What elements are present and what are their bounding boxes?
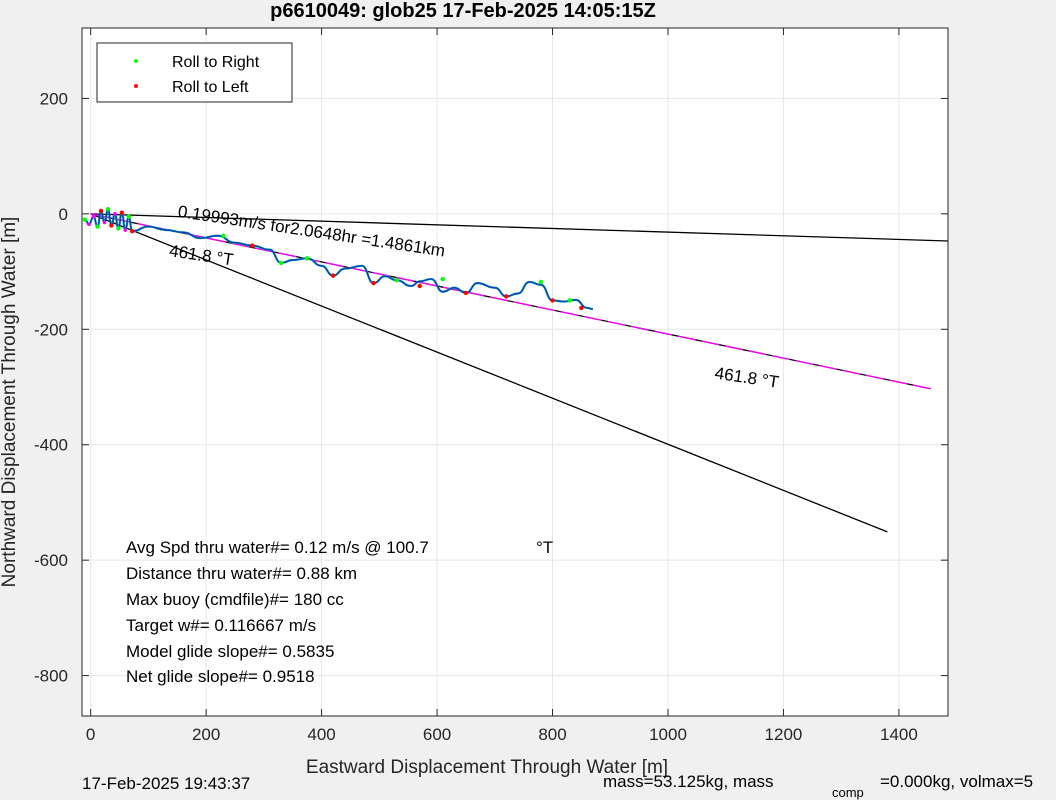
roll-right-point <box>221 233 226 238</box>
roll-left-point <box>579 305 584 311</box>
footer-mass: mass=53.125kg, mass <box>603 772 774 791</box>
x-tick-label: 800 <box>538 725 566 744</box>
chart-title: p6610049: glob25 17-Feb-2025 14:05:15Z <box>270 0 656 22</box>
stat-avg-speed: Avg Spd thru water#= 0.12 m/s @ 100.7 <box>126 538 429 557</box>
roll-right-point <box>304 256 310 261</box>
footer-mass-subscript: comp <box>832 785 864 800</box>
x-axis-label: Eastward Displacement Through Water [m] <box>306 757 668 778</box>
x-tick-labels: 0 200 400 600 800 1000 1200 1400 <box>86 725 918 744</box>
plot-frame <box>81 27 949 717</box>
roll-right-point <box>278 260 284 266</box>
footer-volmax: =0.000kg, volmax=5 <box>880 772 1033 791</box>
y-tick-label: -800 <box>34 667 68 686</box>
x-tick-label: 0 <box>86 725 95 744</box>
x-tick-label: 1400 <box>880 725 918 744</box>
y-axis-label: Northward Displacement Through Water [m] <box>0 217 20 588</box>
track-point <box>123 228 128 232</box>
x-tick-label: 600 <box>423 725 451 744</box>
x-tick-label: 1000 <box>649 725 687 744</box>
roll-left-point <box>371 280 376 286</box>
plot-area <box>82 28 948 716</box>
roll-right-point <box>105 207 111 212</box>
roll-left-point <box>550 298 555 303</box>
roll-right-point <box>82 217 88 222</box>
x-tick-label: 200 <box>192 725 220 744</box>
y-tick-label: -200 <box>34 320 68 339</box>
footer-timestamp: 17-Feb-2025 19:43:37 <box>82 774 250 793</box>
roll-left-point <box>504 294 509 299</box>
roll-left-point <box>98 208 104 214</box>
legend-marker-roll-right <box>134 59 138 63</box>
roll-right-point <box>95 224 100 229</box>
roll-right-point <box>394 278 399 283</box>
reference-line-0 <box>90 213 949 242</box>
roll-right-point <box>567 298 573 303</box>
legend-label-roll-right: Roll to Right <box>172 54 260 71</box>
track-point <box>87 222 91 227</box>
track-point <box>113 212 117 216</box>
y-tick-label: -600 <box>34 551 68 570</box>
footer: 17-Feb-2025 19:43:37 mass=53.125kg, mass… <box>82 772 1033 800</box>
y-tick-label: 200 <box>40 89 68 108</box>
stat-max-buoy: Max buoy (cmdfile)#= 180 cc <box>126 590 344 609</box>
legend-marker-roll-left <box>134 84 138 88</box>
stat-target-w: Target w#= 0.116667 m/s <box>126 616 316 635</box>
legend: Roll to Right Roll to Left <box>96 42 293 103</box>
track-point <box>91 214 96 219</box>
roll-right-point <box>116 226 121 231</box>
legend-box <box>96 42 293 103</box>
stat-distance: Distance thru water#= 0.88 km <box>126 564 357 583</box>
stat-model-glide-slope: Model glide slope#= 0.5835 <box>126 642 334 661</box>
grid-lines <box>82 28 948 716</box>
roll-right-point <box>440 276 446 282</box>
roll-left-point <box>463 290 469 296</box>
roll-right-point <box>126 214 131 219</box>
roll-left-point <box>109 223 114 228</box>
y-tick-labels: 200 0 -200 -400 -600 -800 <box>34 89 68 685</box>
x-tick-label: 1200 <box>765 725 803 744</box>
roll-markers <box>82 207 584 311</box>
stats-block: Avg Spd thru water#= 0.12 m/s @ 100.7 °T… <box>126 538 553 686</box>
track-point <box>102 220 107 225</box>
roll-left-point <box>130 228 135 234</box>
roll-left-point <box>250 243 255 248</box>
roll-left-point <box>330 273 336 278</box>
roll-right-point <box>538 279 544 285</box>
y-tick-label: 0 <box>59 205 68 224</box>
stat-net-glide-slope: Net glide slope#= 0.9518 <box>126 667 315 686</box>
y-tick-label: -400 <box>34 436 68 455</box>
reference-line-1 <box>90 213 888 533</box>
x-tick-label: 400 <box>307 725 335 744</box>
roll-left-point <box>119 210 125 215</box>
legend-label-roll-left: Roll to Left <box>172 79 249 96</box>
stat-avg-speed-unit: °T <box>536 538 553 557</box>
roll-left-point <box>417 283 422 289</box>
